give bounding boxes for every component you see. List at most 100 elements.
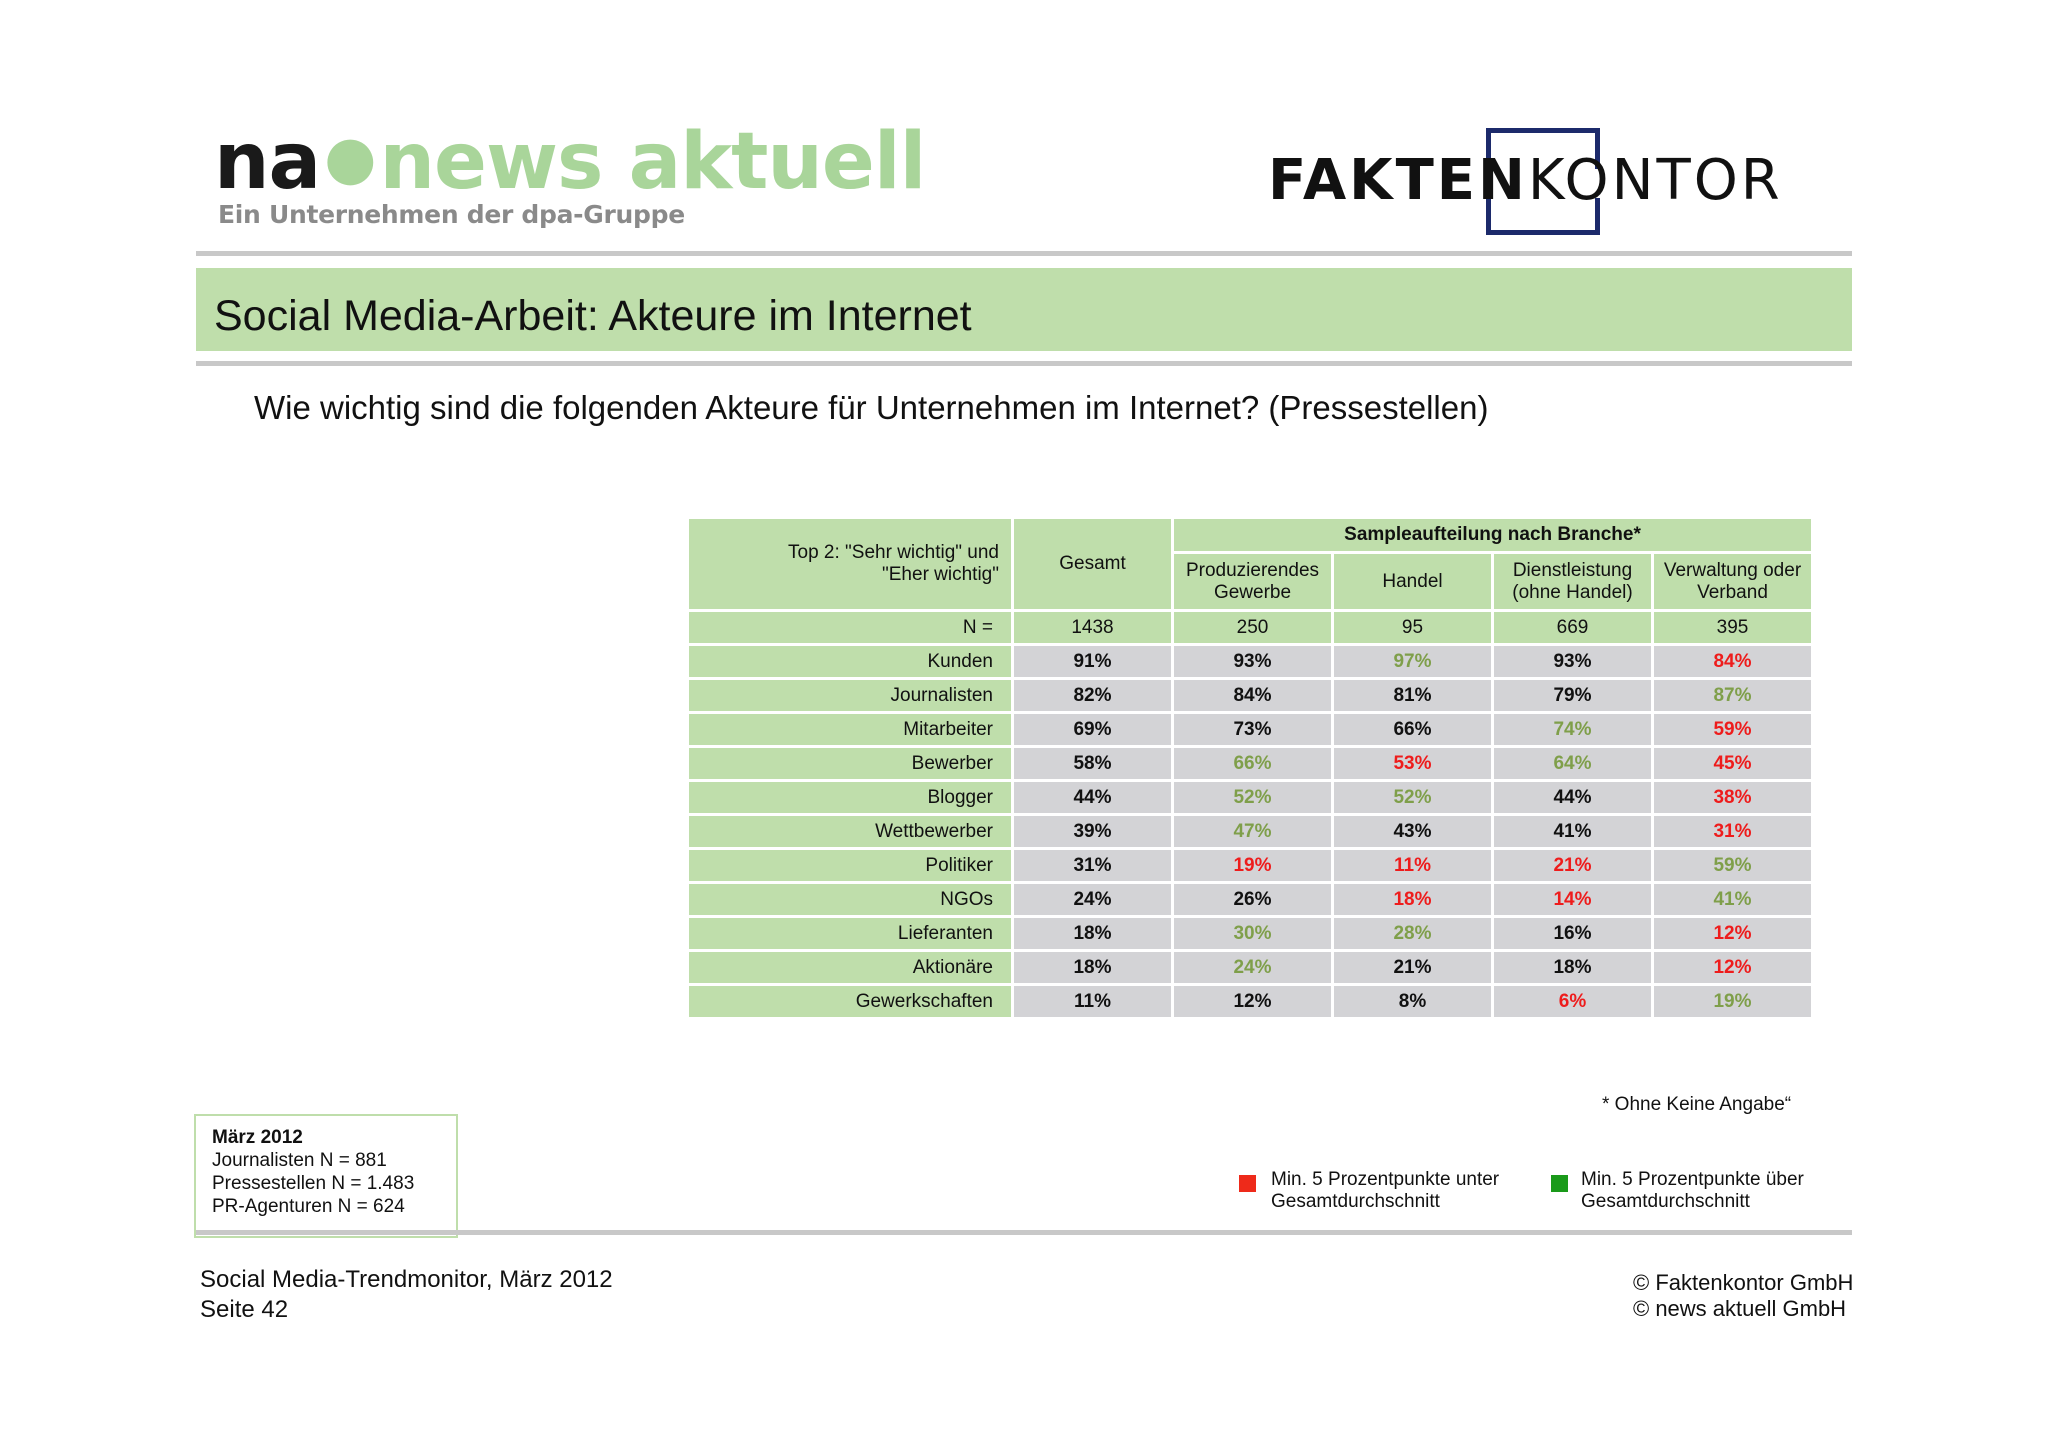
- legend-red-text: Min. 5 Prozentpunkte unter Gesamtdurchsc…: [1271, 1169, 1499, 1213]
- footer-left: Social Media-Trendmonitor, März 2012 Sei…: [200, 1265, 613, 1325]
- faktenkontor-logo: FAKTENKONTOR: [1268, 148, 1783, 214]
- legend-green-line: Gesamtdurchschnitt: [1581, 1191, 1750, 1212]
- table-cell: 97%: [1331, 643, 1494, 680]
- column-header-line: Handel: [1382, 570, 1443, 592]
- n-value: 669: [1491, 609, 1654, 646]
- logo-bold-part: FAKTEN: [1268, 148, 1528, 213]
- table-cell: 31%: [1011, 847, 1174, 884]
- table-cell: 87%: [1651, 677, 1814, 714]
- column-header-line: Gewerbe: [1213, 581, 1292, 603]
- sample-info-box: März 2012 Journalisten N = 881 Presseste…: [194, 1114, 458, 1238]
- table-cell: 53%: [1331, 745, 1494, 782]
- table-cell: 18%: [1491, 949, 1654, 986]
- column-header: Verwaltung oder Verband: [1651, 551, 1814, 612]
- info-box-line: Pressestellen N = 1.483: [212, 1173, 415, 1194]
- table-cell: 66%: [1171, 745, 1334, 782]
- label-header-line-1: Top 2: "Sehr wichtig" und: [788, 542, 999, 563]
- column-header-line: Dienstleistung: [1512, 559, 1633, 581]
- n-label: N =: [686, 609, 1014, 646]
- table-cell: 73%: [1171, 711, 1334, 748]
- group-header: Sampleaufteilung nach Branche*: [1171, 516, 1814, 554]
- table-cell: 52%: [1331, 779, 1494, 816]
- table-cell: 19%: [1651, 983, 1814, 1020]
- table-cell: 11%: [1011, 983, 1174, 1020]
- row-label: Wettbewerber: [686, 813, 1014, 850]
- table-cell: 74%: [1491, 711, 1654, 748]
- logo-dot-icon: ●: [324, 123, 376, 193]
- faktenkontor-bracket-top-icon: [1486, 128, 1600, 169]
- label-header-cell: Top 2: "Sehr wichtig" und "Eher wichtig": [686, 516, 1014, 612]
- column-header-line: Verwaltung oder: [1663, 559, 1802, 581]
- table-cell: 24%: [1011, 881, 1174, 918]
- column-header-row: Produzierendes Gewerbe Handel Dienstleis…: [688, 551, 1814, 612]
- table-cell: 52%: [1171, 779, 1334, 816]
- row-label: NGOs: [686, 881, 1014, 918]
- table-cell: 28%: [1331, 915, 1494, 952]
- table-cell: 39%: [1011, 813, 1174, 850]
- table-cell: 38%: [1651, 779, 1814, 816]
- title-divider: [196, 361, 1852, 366]
- row-label: Mitarbeiter: [686, 711, 1014, 748]
- table-cell: 24%: [1171, 949, 1334, 986]
- table-row: Mitarbeiter 69% 73% 66% 74% 59%: [686, 711, 1814, 748]
- column-header: Gesamt: [1011, 516, 1174, 612]
- table-cell: 69%: [1011, 711, 1174, 748]
- table-cell: 6%: [1491, 983, 1654, 1020]
- column-header: Produzierendes Gewerbe: [1171, 551, 1334, 612]
- table-cell: 47%: [1171, 813, 1334, 850]
- table-cell: 19%: [1171, 847, 1334, 884]
- table-cell: 12%: [1171, 983, 1334, 1020]
- row-label: Bewerber: [686, 745, 1014, 782]
- footnote: * Ohne Keine Angabe“: [1602, 1094, 1792, 1115]
- logo-subtitle: Ein Unternehmen der dpa-Gruppe: [218, 200, 685, 229]
- table-cell: 45%: [1651, 745, 1814, 782]
- table-cell: 66%: [1331, 711, 1494, 748]
- table-cell: 91%: [1011, 643, 1174, 680]
- row-label: Lieferanten: [686, 915, 1014, 952]
- row-label: Aktionäre: [686, 949, 1014, 986]
- results-table: Top 2: "Sehr wichtig" und "Eher wichtig"…: [686, 516, 1814, 1020]
- n-value: 1438: [1011, 609, 1174, 646]
- footer-copyright: © news aktuell GmbH: [1633, 1296, 1847, 1321]
- row-label: Politiker: [686, 847, 1014, 884]
- table-cell: 44%: [1011, 779, 1174, 816]
- legend-green-square-icon: [1551, 1175, 1568, 1192]
- news-aktuell-logo: na●news aktuell: [214, 118, 926, 202]
- info-box-line: Journalisten N = 881: [212, 1150, 387, 1171]
- legend-red-square-icon: [1239, 1175, 1256, 1192]
- table-cell: 12%: [1651, 949, 1814, 986]
- table-cell: 21%: [1331, 949, 1494, 986]
- table-cell: 14%: [1491, 881, 1654, 918]
- table-cell: 41%: [1651, 881, 1814, 918]
- group-header-row: Top 2: "Sehr wichtig" und "Eher wichtig"…: [686, 516, 1814, 612]
- n-value: 395: [1651, 609, 1814, 646]
- column-header-line: Produzierendes: [1185, 559, 1320, 581]
- table-cell: 8%: [1331, 983, 1494, 1020]
- column-header: Handel: [1331, 551, 1494, 612]
- column-header-line: Verband: [1697, 581, 1768, 603]
- table-cell: 11%: [1331, 847, 1494, 884]
- table-cell: 93%: [1171, 643, 1334, 680]
- table-row: Journalisten 82% 84% 81% 79% 87%: [686, 677, 1814, 714]
- row-label: Journalisten: [686, 677, 1014, 714]
- footer-page-number: Seite 42: [200, 1296, 289, 1323]
- title-bar: [196, 268, 1852, 351]
- column-header: Dienstleistung (ohne Handel): [1491, 551, 1654, 612]
- table-row: Wettbewerber 39% 47% 43% 41% 31%: [686, 813, 1814, 850]
- table-cell: 18%: [1011, 915, 1174, 952]
- table-cell: 26%: [1171, 881, 1334, 918]
- table-cell: 59%: [1651, 847, 1814, 884]
- info-box-line: PR-Agenturen N = 624: [212, 1196, 405, 1217]
- table-cell: 41%: [1491, 813, 1654, 850]
- table-cell: 64%: [1491, 745, 1654, 782]
- header-divider: [196, 251, 1852, 256]
- survey-question: Wie wichtig sind die folgenden Akteure f…: [254, 389, 1489, 426]
- table-row: Politiker 31% 19% 11% 21% 59%: [686, 847, 1814, 884]
- table-cell: 59%: [1651, 711, 1814, 748]
- faktenkontor-bracket-bottom-icon: [1486, 198, 1600, 235]
- logo-name: news aktuell: [379, 117, 927, 207]
- page-title: Social Media-Arbeit: Akteure im Internet: [214, 292, 972, 340]
- legend-green-line: Min. 5 Prozentpunkte über: [1581, 1169, 1804, 1190]
- table-cell: 58%: [1011, 745, 1174, 782]
- row-label: Blogger: [686, 779, 1014, 816]
